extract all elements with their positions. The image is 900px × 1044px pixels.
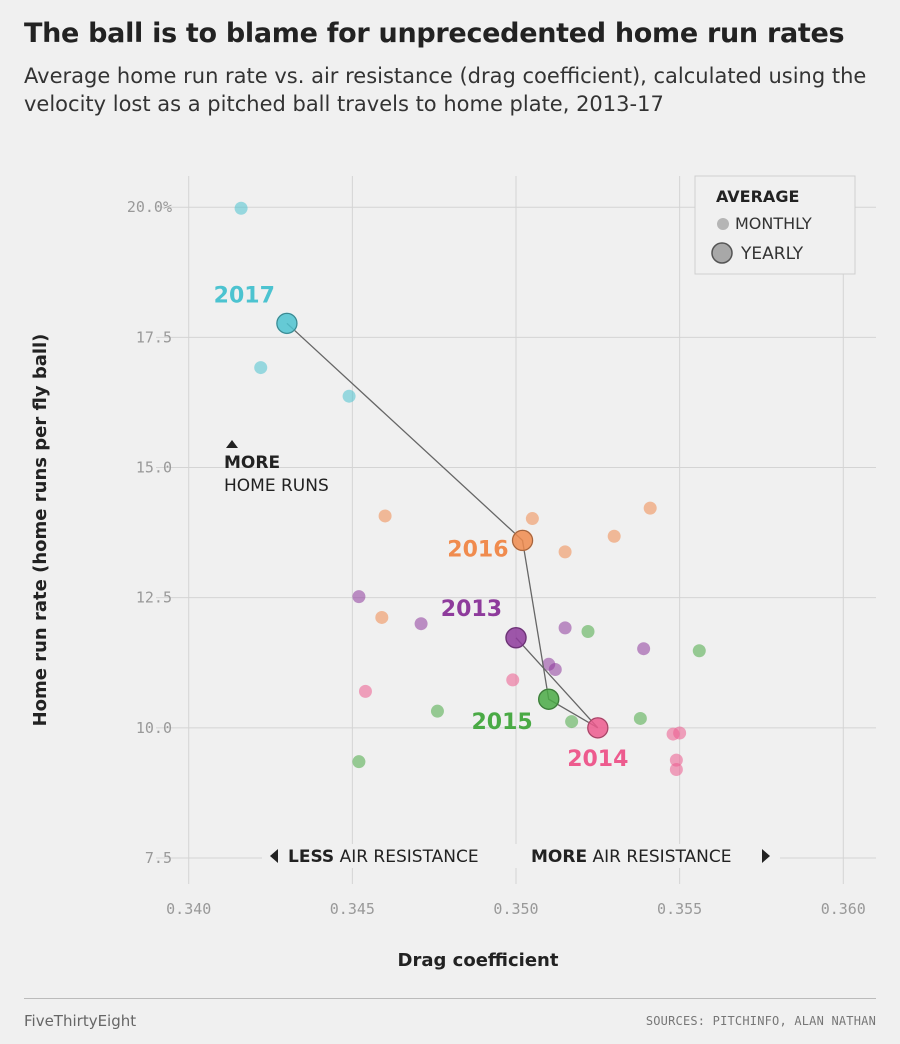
legend-yearly-label: YEARLY — [740, 244, 804, 264]
yearly-point-outline-2015 — [538, 688, 560, 710]
more-hr-bold: MORE — [224, 453, 280, 473]
scatter-chart: 7.5 10.0 12.5 15.0 17.5 20.0% 0.340 0.345 0.350… — [30, 175, 876, 971]
monthly-point-2017 — [234, 201, 248, 215]
monthly-point-2014 — [669, 762, 683, 776]
monthly-point-2015 — [581, 625, 595, 639]
monthly-point-2017 — [342, 389, 356, 403]
year-label-2013: 2013 — [441, 597, 502, 622]
x-tick-label: 0.345 — [330, 900, 375, 918]
y-tick-labels: 7.5 10.0 12.5 15.0 17.5 20.0% — [127, 198, 172, 867]
x-tick-label: 0.340 — [166, 900, 211, 918]
monthly-point-2016 — [525, 512, 539, 526]
year-label-2017: 2017 — [214, 283, 275, 308]
yearly-point-2017 — [276, 312, 298, 335]
monthly-points — [234, 201, 706, 776]
monthly-point-2017 — [254, 361, 268, 375]
monthly-point-2016 — [558, 545, 572, 559]
yearly-point-outline-2013 — [505, 627, 527, 649]
left-arrow-icon — [270, 849, 278, 863]
monthly-point-2014 — [358, 684, 372, 698]
x-tick-label: 0.355 — [657, 900, 702, 918]
brand-label: FiveThirtyEight — [24, 1012, 137, 1030]
y-tick-label: 7.5 — [145, 849, 172, 867]
monthly-point-2013 — [548, 663, 562, 677]
monthly-point-2014 — [506, 673, 520, 687]
monthly-point-2015 — [430, 704, 444, 718]
monthly-point-2015 — [565, 715, 579, 729]
legend-monthly-swatch — [717, 218, 729, 230]
monthly-point-2013 — [414, 617, 428, 631]
monthly-point-2016 — [643, 501, 657, 515]
monthly-point-2015 — [692, 644, 706, 658]
year-label-2014: 2014 — [567, 747, 628, 772]
monthly-point-2013 — [352, 590, 366, 604]
legend-title: AVERAGE — [716, 187, 799, 206]
page-title: The ball is to blame for unprecedented h… — [24, 18, 845, 49]
monthly-point-2015 — [352, 755, 366, 769]
monthly-point-2014 — [669, 753, 683, 767]
y-tick-label: 12.5 — [136, 589, 172, 607]
y-tick-label: 10.0 — [136, 719, 172, 737]
monthly-point-2014 — [673, 726, 687, 740]
right-arrow-icon — [762, 849, 770, 863]
less-air-resistance: LESS AIR RESISTANCE — [288, 847, 479, 867]
page-subtitle: Average home run rate vs. air resistance… — [24, 64, 867, 116]
sources-label: SOURCES: PITCHINFO, ALAN NATHAN — [645, 1014, 876, 1028]
yearly-point-2013 — [505, 627, 527, 649]
yearly-point-2014 — [587, 717, 609, 739]
yearly-point-outline-2016 — [512, 529, 534, 551]
year-labels: 2013 2014 2015 2016 2017 — [214, 283, 629, 771]
legend-monthly-label: MONTHLY — [735, 214, 812, 233]
more-home-runs-annotation: MORE HOME RUNS — [224, 440, 329, 496]
footer-divider — [24, 998, 876, 999]
yearly-point-outline-2017 — [276, 312, 298, 334]
y-axis-label: Home run rate (home runs per fly ball) — [30, 334, 51, 727]
air-resistance-annotation: LESS AIR RESISTANCE MORE AIR RESISTANCE — [262, 844, 780, 868]
monthly-point-2016 — [378, 509, 392, 523]
legend-yearly-swatch — [711, 242, 733, 264]
more-hr-rest: HOME RUNS — [224, 476, 329, 496]
y-tick-label: 15.0 — [136, 459, 172, 477]
more-air-resistance: MORE AIR RESISTANCE — [531, 847, 732, 867]
monthly-point-2013 — [637, 642, 651, 656]
yearly-point-2015 — [537, 688, 560, 710]
monthly-point-2016 — [375, 610, 389, 624]
x-tick-label: 0.350 — [493, 900, 538, 918]
year-label-2016: 2016 — [447, 537, 508, 562]
up-arrow-icon — [226, 440, 238, 448]
legend: AVERAGE MONTHLY YEARLY — [694, 175, 856, 275]
year-label-2015: 2015 — [471, 710, 532, 735]
grid-lines — [156, 176, 876, 884]
x-tick-label: 0.360 — [821, 900, 866, 918]
yearly-point-outline-2014 — [587, 717, 609, 739]
monthly-point-2015 — [633, 711, 647, 725]
yearly-point-2016 — [511, 529, 534, 552]
y-tick-label: 20.0% — [127, 198, 172, 216]
x-tick-labels: 0.340 0.345 0.350 0.355 0.360 — [166, 900, 866, 918]
monthly-point-2016 — [607, 529, 621, 543]
y-tick-label: 17.5 — [136, 328, 172, 346]
yearly-points — [276, 312, 609, 739]
x-axis-label: Drag coefficient — [398, 950, 559, 971]
monthly-point-2013 — [558, 621, 572, 635]
